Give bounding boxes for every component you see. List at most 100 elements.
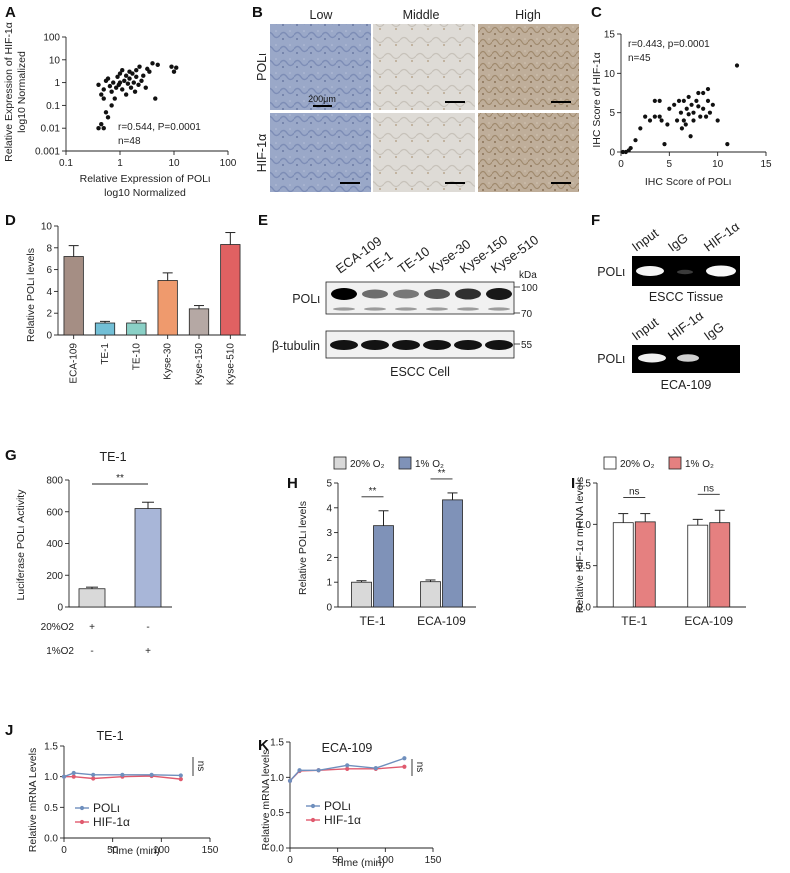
data-point: [149, 772, 154, 777]
band: [455, 288, 481, 300]
row-label-poli: POLι: [255, 53, 269, 81]
data-point: [662, 142, 667, 147]
significance-mark: ns: [703, 483, 714, 494]
row-label-bottom: POLι: [597, 352, 625, 366]
x-tick-label: 10: [712, 159, 724, 170]
y-axis-label: Relative HIF-1α mRNA levels: [574, 477, 586, 613]
series-line: [289, 757, 405, 782]
legend-label-20: 20% O₂: [620, 459, 655, 470]
lane-label: Input: [629, 225, 662, 254]
y-axis-label: Luciferase POLι Activity: [15, 489, 27, 601]
data-point: [345, 766, 350, 771]
y-tick-label: 0.001: [35, 147, 60, 158]
data-point: [694, 98, 699, 103]
x-tick-label: TE-1: [359, 614, 385, 628]
legend-marker: [310, 803, 316, 809]
panel-label: C: [591, 4, 602, 21]
data-point: [111, 80, 116, 85]
panel-k: K ECA-109 Relative mRNA levels Time (min…: [258, 737, 442, 869]
data-point: [715, 118, 720, 123]
y-tick-label: 0.1: [46, 101, 60, 112]
y-tick-label: 15: [604, 30, 616, 41]
y-tick-label: 1.5: [270, 738, 284, 749]
x-tick-label: Kyse-30: [163, 343, 174, 380]
band: [486, 288, 512, 300]
data-point: [633, 138, 638, 143]
band: [392, 340, 420, 350]
blot-caption: ESCC Cell: [390, 365, 450, 379]
legend-label: POLι: [93, 801, 120, 815]
y-tick-label: 5: [326, 479, 332, 490]
x-tick-label: 5: [667, 159, 673, 170]
band: [361, 340, 389, 350]
y-tick-label: 200: [46, 571, 63, 582]
bar: [420, 581, 441, 608]
y-tick-label: 0: [326, 603, 332, 614]
panel-b: B Low Middle High POLι HIF-1α 200μm: [252, 4, 579, 192]
panel-label: K: [258, 737, 269, 754]
bar: [157, 280, 178, 336]
significance-mark: ns: [629, 487, 640, 498]
gel-band: [638, 353, 666, 363]
data-point: [652, 114, 657, 119]
data-point: [117, 80, 123, 85]
y-tick-label: 0: [609, 148, 615, 159]
y-tick-label: 1.5: [577, 479, 591, 490]
chart-title: TE-1: [96, 729, 123, 743]
panel-h: H 20% O₂ 1% O₂ Relative POLι levels 0 1 2 3…: [287, 456, 476, 628]
lane-label: Input: [629, 314, 662, 343]
gel-caption-bottom: ECA-109: [661, 378, 712, 392]
y-tick-label: 2: [326, 553, 332, 564]
data-point: [287, 778, 293, 783]
sign: -: [90, 646, 93, 657]
legend-swatch-20: [333, 456, 347, 470]
panel-label: D: [5, 212, 16, 229]
data-point: [703, 114, 709, 119]
y-axis-label-line1: Relative Expression of HIF-1α: [3, 22, 15, 162]
band: [364, 307, 386, 311]
data-point: [120, 87, 125, 92]
data-point: [696, 104, 701, 109]
lane-label: HIF-1α: [701, 218, 743, 254]
y-tick-label: 0.01: [41, 124, 61, 135]
legend-marker: [79, 805, 85, 811]
panel-d: D Relative POLι levels 0 2 4 6 8 10 ECA-109 TE-…: [5, 212, 246, 385]
data-point: [123, 92, 129, 97]
data-point: [665, 122, 670, 127]
blot-poli: [325, 281, 515, 315]
scatter-chart: 0.001 0.01 0.1 1 10 100 0.1 1 10 100: [35, 33, 237, 170]
row-label-poli: POLι: [292, 292, 320, 306]
data-point: [101, 96, 106, 101]
y-tick-label: 1: [54, 78, 60, 89]
data-point: [96, 82, 101, 88]
panel-label: G: [5, 447, 17, 464]
data-point: [147, 69, 152, 74]
y-tick-label: 0.5: [44, 803, 58, 814]
data-point: [127, 76, 132, 81]
data-point: [91, 776, 96, 781]
sample-size-annotation: n=48: [118, 136, 141, 147]
condition-label-20: 20%O2: [41, 622, 75, 633]
data-point: [684, 106, 689, 111]
y-tick-label: 10: [49, 55, 61, 66]
y-tick-label: 10: [604, 69, 616, 80]
panel-label: F: [591, 212, 600, 229]
y-tick-label: 100: [43, 33, 60, 44]
panel-label: J: [5, 722, 13, 739]
ihc-image-hif-low: [270, 113, 371, 192]
data-point: [134, 67, 139, 73]
panel-i: I 20% O₂ 1% O₂ Relative HIF-1α mRNA leve…: [571, 456, 746, 628]
data-point: [99, 121, 104, 127]
data-point: [402, 756, 407, 761]
x-tick-label: TE-1: [100, 343, 111, 365]
lane-label: HIF-1α: [665, 307, 707, 343]
y-tick-label: 1.0: [577, 520, 591, 531]
x-axis-label-line1: Relative Expression of POLι: [80, 173, 211, 185]
ihc-image-poli-high: [478, 24, 579, 110]
data-point: [169, 64, 174, 69]
gel-band: [636, 266, 664, 276]
data-point: [316, 768, 321, 773]
grouped-bar-chart: 0 1 2 3 4 5 TE-1 ** ECA-109 **: [326, 468, 476, 628]
legend-swatch-20: [603, 456, 617, 470]
bar: [220, 244, 241, 336]
